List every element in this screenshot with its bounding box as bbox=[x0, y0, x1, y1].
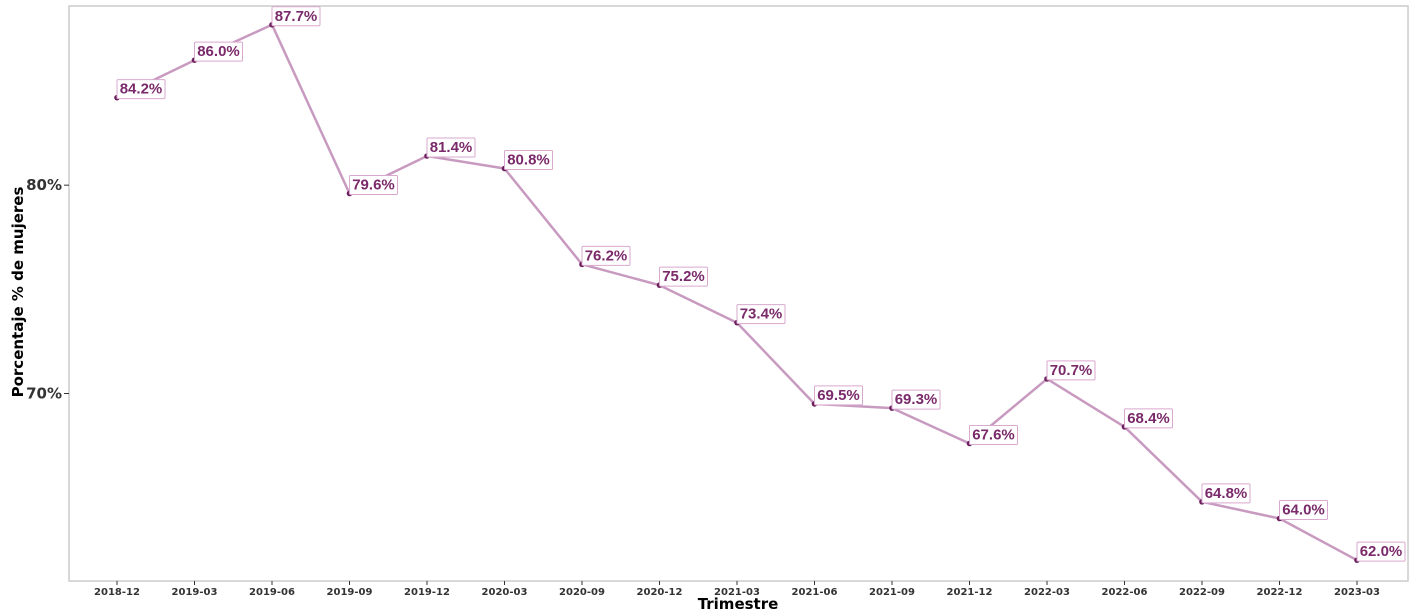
data-label: 64.0% bbox=[1279, 500, 1328, 520]
data-label: 75.2% bbox=[659, 266, 708, 287]
label-box bbox=[736, 304, 786, 325]
label-box bbox=[194, 41, 243, 62]
label-box bbox=[659, 266, 708, 287]
x-tick-label: 2022-06 bbox=[1102, 587, 1148, 598]
label-text: 69.3% bbox=[895, 391, 938, 408]
y-axis-title: Porcentaje % de mujeres bbox=[9, 187, 27, 398]
label-box bbox=[581, 245, 631, 266]
label-text: 87.7% bbox=[275, 8, 318, 25]
data-labels: 84.2% 86.0% 87.7% 79.6% 81.4% 80.8% 76.2% 75.2%… bbox=[116, 6, 1406, 562]
label-text: 67.6% bbox=[972, 427, 1015, 444]
data-label: 68.4% bbox=[1124, 408, 1173, 429]
x-tick-label: 2019-03 bbox=[172, 587, 218, 598]
x-tick-label: 2020-09 bbox=[559, 587, 605, 598]
data-label: 69.3% bbox=[891, 389, 941, 410]
label-text: 80.8% bbox=[507, 152, 550, 169]
data-label: 73.4% bbox=[736, 304, 786, 325]
x-tick-label: 2021-06 bbox=[792, 587, 838, 598]
label-text: 62.0% bbox=[1360, 543, 1403, 560]
label-text: 64.8% bbox=[1205, 485, 1248, 502]
label-text: 69.5% bbox=[817, 387, 860, 404]
data-label: 84.2% bbox=[116, 79, 166, 100]
data-label: 80.8% bbox=[504, 150, 553, 170]
label-box bbox=[504, 150, 553, 170]
y-tick-label: 70% bbox=[26, 385, 62, 403]
x-tick-label: 2021-09 bbox=[869, 587, 915, 598]
label-text: 79.6% bbox=[352, 177, 395, 194]
data-label: 67.6% bbox=[969, 425, 1018, 445]
data-label: 79.6% bbox=[349, 175, 398, 195]
label-text: 84.2% bbox=[120, 81, 163, 98]
label-text: 64.0% bbox=[1282, 502, 1325, 519]
label-box bbox=[891, 389, 941, 410]
data-label: 70.7% bbox=[1046, 360, 1096, 381]
label-box bbox=[116, 79, 166, 100]
label-box bbox=[1124, 408, 1173, 429]
label-text: 73.4% bbox=[740, 306, 783, 323]
label-text: 75.2% bbox=[662, 268, 705, 285]
label-text: 70.7% bbox=[1050, 362, 1093, 379]
y-tick-label: 80% bbox=[26, 176, 62, 194]
label-box bbox=[1279, 500, 1328, 520]
x-tick-label: 2021-12 bbox=[947, 587, 993, 598]
label-box bbox=[1046, 360, 1096, 381]
y-axis: 70% 80% bbox=[26, 176, 69, 403]
data-label: 64.8% bbox=[1201, 483, 1251, 504]
x-tick-label: 2020-12 bbox=[637, 587, 683, 598]
label-text: 86.0% bbox=[197, 43, 240, 60]
data-label: 86.0% bbox=[194, 41, 243, 62]
x-tick-label: 2019-06 bbox=[249, 587, 295, 598]
label-box bbox=[1201, 483, 1251, 504]
x-tick-label: 2019-09 bbox=[327, 587, 373, 598]
x-tick-label: 2021-03 bbox=[714, 587, 760, 598]
data-label: 76.2% bbox=[581, 245, 631, 266]
x-tick-label: 2022-03 bbox=[1024, 587, 1070, 598]
label-text: 76.2% bbox=[585, 247, 628, 264]
label-box bbox=[271, 6, 321, 27]
label-box bbox=[814, 385, 863, 406]
x-tick-label: 2022-12 bbox=[1257, 587, 1303, 598]
label-box bbox=[1356, 541, 1406, 562]
label-text: 81.4% bbox=[430, 139, 473, 156]
label-text: 68.4% bbox=[1127, 410, 1170, 427]
x-tick-label: 2020-03 bbox=[482, 587, 528, 598]
x-tick-label: 2023-03 bbox=[1334, 587, 1380, 598]
x-tick-label: 2019-12 bbox=[404, 587, 450, 598]
data-label: 81.4% bbox=[426, 137, 476, 158]
label-box bbox=[969, 425, 1018, 445]
x-tick-label: 2018-12 bbox=[94, 587, 140, 598]
label-box bbox=[426, 137, 476, 158]
data-label: 69.5% bbox=[814, 385, 863, 406]
data-label: 62.0% bbox=[1356, 541, 1406, 562]
x-axis: 2018-12 2019-03 2019-06 2019-09 2019-12 2020-… bbox=[94, 581, 1380, 598]
x-axis-title: Trimestre bbox=[698, 595, 779, 611]
x-tick-label: 2022-09 bbox=[1179, 587, 1225, 598]
label-box bbox=[349, 175, 398, 195]
data-label: 87.7% bbox=[271, 6, 321, 27]
